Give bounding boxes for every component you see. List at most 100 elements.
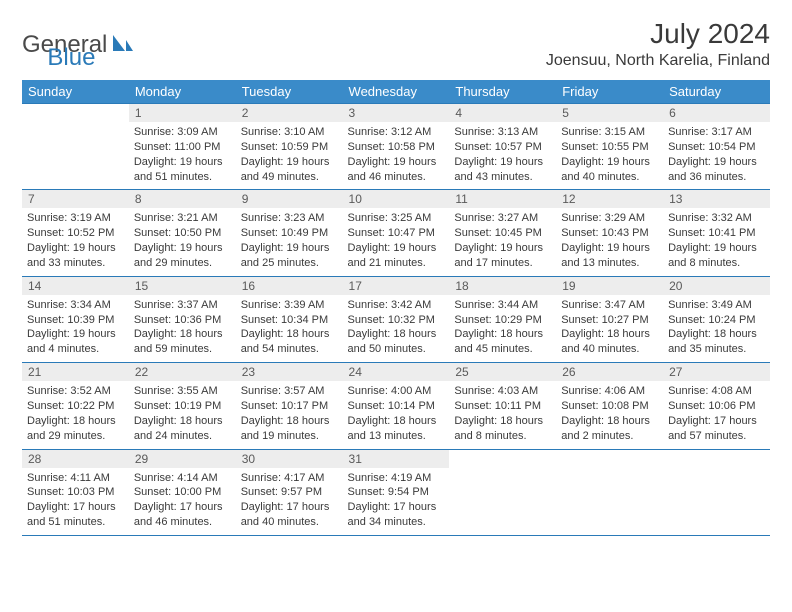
calendar-week-row: 21Sunrise: 3:52 AMSunset: 10:22 PMDaylig… [22, 363, 770, 449]
day-details: Sunrise: 4:11 AMSunset: 10:03 PMDaylight… [22, 468, 129, 535]
daylight-text: Daylight: 19 hours and 21 minutes. [348, 241, 445, 271]
day-details: Sunrise: 3:17 AMSunset: 10:54 PMDaylight… [663, 122, 770, 189]
sunrise-text: Sunrise: 3:32 AM [668, 211, 765, 226]
day-details: Sunrise: 3:37 AMSunset: 10:36 PMDaylight… [129, 295, 236, 362]
sunrise-text: Sunrise: 3:29 AM [561, 211, 658, 226]
day-number: 10 [343, 190, 450, 208]
day-number: 13 [663, 190, 770, 208]
sunrise-text: Sunrise: 3:52 AM [27, 384, 124, 399]
day-number: 3 [343, 104, 450, 122]
sunrise-text: Sunrise: 3:15 AM [561, 125, 658, 140]
day-details: Sunrise: 3:42 AMSunset: 10:32 PMDaylight… [343, 295, 450, 362]
sunset-text: Sunset: 10:47 PM [348, 226, 445, 241]
sunset-text: Sunset: 10:00 PM [134, 485, 231, 500]
sunset-text: Sunset: 9:57 PM [241, 485, 338, 500]
day-details: Sunrise: 3:21 AMSunset: 10:50 PMDaylight… [129, 208, 236, 275]
weekday-header: Friday [556, 80, 663, 104]
sunrise-text: Sunrise: 3:42 AM [348, 298, 445, 313]
daylight-text: Daylight: 18 hours and 50 minutes. [348, 327, 445, 357]
sunset-text: Sunset: 10:59 PM [241, 140, 338, 155]
brand-logo: General Blue [22, 18, 95, 72]
sunset-text: Sunset: 10:49 PM [241, 226, 338, 241]
sunrise-text: Sunrise: 3:34 AM [27, 298, 124, 313]
daylight-text: Daylight: 18 hours and 19 minutes. [241, 414, 338, 444]
sunset-text: Sunset: 10:24 PM [668, 313, 765, 328]
day-details: Sunrise: 4:03 AMSunset: 10:11 PMDaylight… [449, 381, 556, 448]
sunrise-text: Sunrise: 3:12 AM [348, 125, 445, 140]
sunset-text: Sunset: 9:54 PM [348, 485, 445, 500]
sunrise-text: Sunrise: 3:37 AM [134, 298, 231, 313]
day-number: 26 [556, 363, 663, 381]
calendar-day-cell: 27Sunrise: 4:08 AMSunset: 10:06 PMDaylig… [663, 363, 770, 449]
daylight-text: Daylight: 19 hours and 49 minutes. [241, 155, 338, 185]
calendar-day-cell: 10Sunrise: 3:25 AMSunset: 10:47 PMDaylig… [343, 190, 450, 276]
day-details: Sunrise: 3:19 AMSunset: 10:52 PMDaylight… [22, 208, 129, 275]
daylight-text: Daylight: 18 hours and 40 minutes. [561, 327, 658, 357]
sunset-text: Sunset: 10:29 PM [454, 313, 551, 328]
sunset-text: Sunset: 10:11 PM [454, 399, 551, 414]
day-number: 6 [663, 104, 770, 122]
calendar-day-cell: 18Sunrise: 3:44 AMSunset: 10:29 PMDaylig… [449, 276, 556, 362]
daylight-text: Daylight: 18 hours and 8 minutes. [454, 414, 551, 444]
daylight-text: Daylight: 18 hours and 2 minutes. [561, 414, 658, 444]
daylight-text: Daylight: 19 hours and 13 minutes. [561, 241, 658, 271]
calendar-day-cell: 21Sunrise: 3:52 AMSunset: 10:22 PMDaylig… [22, 363, 129, 449]
day-details: Sunrise: 4:19 AMSunset: 9:54 PMDaylight:… [343, 468, 450, 535]
day-details: Sunrise: 3:49 AMSunset: 10:24 PMDaylight… [663, 295, 770, 362]
calendar-day-cell: 26Sunrise: 4:06 AMSunset: 10:08 PMDaylig… [556, 363, 663, 449]
calendar-day-cell: 15Sunrise: 3:37 AMSunset: 10:36 PMDaylig… [129, 276, 236, 362]
daylight-text: Daylight: 19 hours and 51 minutes. [134, 155, 231, 185]
day-details: Sunrise: 3:15 AMSunset: 10:55 PMDaylight… [556, 122, 663, 189]
calendar-day-cell: 29Sunrise: 4:14 AMSunset: 10:00 PMDaylig… [129, 449, 236, 535]
day-number: 21 [22, 363, 129, 381]
daylight-text: Daylight: 19 hours and 25 minutes. [241, 241, 338, 271]
sunset-text: Sunset: 10:39 PM [27, 313, 124, 328]
day-number: 4 [449, 104, 556, 122]
day-number: 15 [129, 277, 236, 295]
daylight-text: Daylight: 18 hours and 54 minutes. [241, 327, 338, 357]
daylight-text: Daylight: 18 hours and 45 minutes. [454, 327, 551, 357]
sunrise-text: Sunrise: 3:13 AM [454, 125, 551, 140]
day-details: Sunrise: 4:17 AMSunset: 9:57 PMDaylight:… [236, 468, 343, 535]
daylight-text: Daylight: 18 hours and 29 minutes. [27, 414, 124, 444]
calendar-day-cell: 8Sunrise: 3:21 AMSunset: 10:50 PMDayligh… [129, 190, 236, 276]
weekday-header: Tuesday [236, 80, 343, 104]
sunrise-text: Sunrise: 3:21 AM [134, 211, 231, 226]
sunrise-text: Sunrise: 3:44 AM [454, 298, 551, 313]
calendar-day-cell: 28Sunrise: 4:11 AMSunset: 10:03 PMDaylig… [22, 449, 129, 535]
daylight-text: Daylight: 19 hours and 33 minutes. [27, 241, 124, 271]
day-details: Sunrise: 4:14 AMSunset: 10:00 PMDaylight… [129, 468, 236, 535]
day-number: 29 [129, 450, 236, 468]
calendar-day-cell: 5Sunrise: 3:15 AMSunset: 10:55 PMDayligh… [556, 104, 663, 190]
day-number: 22 [129, 363, 236, 381]
day-details: Sunrise: 3:29 AMSunset: 10:43 PMDaylight… [556, 208, 663, 275]
sunrise-text: Sunrise: 4:08 AM [668, 384, 765, 399]
daylight-text: Daylight: 19 hours and 4 minutes. [27, 327, 124, 357]
calendar-week-row: 7Sunrise: 3:19 AMSunset: 10:52 PMDayligh… [22, 190, 770, 276]
sunset-text: Sunset: 10:27 PM [561, 313, 658, 328]
calendar-day-cell: 20Sunrise: 3:49 AMSunset: 10:24 PMDaylig… [663, 276, 770, 362]
day-details: Sunrise: 3:13 AMSunset: 10:57 PMDaylight… [449, 122, 556, 189]
daylight-text: Daylight: 19 hours and 40 minutes. [561, 155, 658, 185]
calendar-table: Sunday Monday Tuesday Wednesday Thursday… [22, 80, 770, 536]
sunrise-text: Sunrise: 3:47 AM [561, 298, 658, 313]
day-details: Sunrise: 4:08 AMSunset: 10:06 PMDaylight… [663, 381, 770, 448]
daylight-text: Daylight: 18 hours and 59 minutes. [134, 327, 231, 357]
calendar-day-cell: 4Sunrise: 3:13 AMSunset: 10:57 PMDayligh… [449, 104, 556, 190]
day-details: Sunrise: 3:12 AMSunset: 10:58 PMDaylight… [343, 122, 450, 189]
day-number: 31 [343, 450, 450, 468]
sunset-text: Sunset: 10:06 PM [668, 399, 765, 414]
calendar-day-cell: 6Sunrise: 3:17 AMSunset: 10:54 PMDayligh… [663, 104, 770, 190]
sunset-text: Sunset: 10:57 PM [454, 140, 551, 155]
sunrise-text: Sunrise: 3:17 AM [668, 125, 765, 140]
day-number: 2 [236, 104, 343, 122]
weekday-header: Saturday [663, 80, 770, 104]
day-number: 16 [236, 277, 343, 295]
day-details: Sunrise: 3:57 AMSunset: 10:17 PMDaylight… [236, 381, 343, 448]
sunrise-text: Sunrise: 3:57 AM [241, 384, 338, 399]
sunset-text: Sunset: 10:41 PM [668, 226, 765, 241]
daylight-text: Daylight: 17 hours and 51 minutes. [27, 500, 124, 530]
day-number: 24 [343, 363, 450, 381]
day-number: 12 [556, 190, 663, 208]
daylight-text: Daylight: 18 hours and 35 minutes. [668, 327, 765, 357]
